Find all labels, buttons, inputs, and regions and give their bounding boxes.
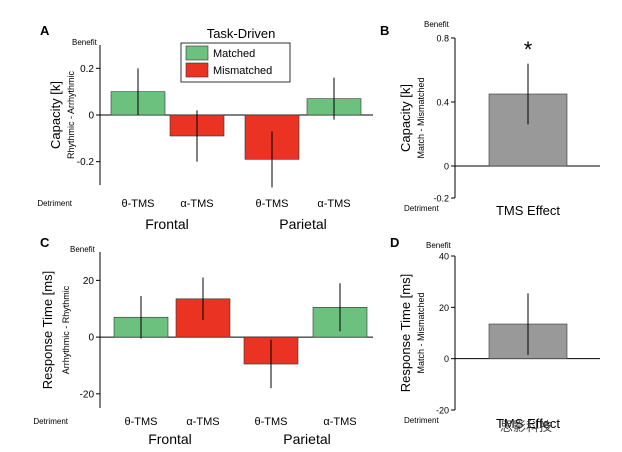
y-tick-label: -0.2 (433, 194, 449, 204)
category-label: α-TMS (317, 198, 350, 210)
category-label: α-TMS (180, 198, 213, 210)
legend-title: Task-Driven (207, 26, 276, 41)
category-label: TMS Effect (496, 416, 560, 431)
group-label: Parietal (279, 216, 326, 232)
panel-letter: A (40, 23, 50, 38)
panel-letter: D (390, 235, 399, 250)
y-tick-label: 0.4 (436, 98, 449, 108)
y-tick-label: 0.8 (436, 34, 449, 44)
y-tick-label: -20 (436, 406, 449, 416)
y-axis-title: Capacity [k] (398, 84, 413, 152)
watermark: 思影科技 (500, 420, 553, 435)
y-tick-label: -20 (80, 389, 95, 400)
category-label: θ-TMS (255, 416, 288, 428)
panel-b: B 0.8 0.4 0 -0.2 Benefit Detriment Capacity [k]… (380, 20, 600, 218)
y-tick-label: 0 (444, 162, 449, 172)
y-tick-label: 20 (439, 303, 449, 313)
category-label: θ-TMS (122, 198, 155, 210)
legend-swatch (185, 45, 209, 61)
category-label: α-TMS (186, 416, 219, 428)
y-axis-subtitle: Arrhythmic - Rhythmic (61, 285, 71, 374)
y-tick-label: 40 (439, 252, 449, 262)
category-label: α-TMS (323, 416, 356, 428)
legend-swatch (185, 62, 209, 78)
panel-letter: B (380, 23, 389, 38)
detriment-label: Detriment (37, 199, 72, 208)
y-tick-label: 0 (444, 354, 449, 364)
legend-item-label: Mismatched (213, 65, 272, 77)
y-axis-subtitle: Match - Mismatched (416, 292, 426, 373)
panel-c: C 20 0 -20 Benefit Detriment Response Time [ms… (33, 235, 373, 447)
legend-item-label: Matched (213, 48, 255, 60)
benefit-label: Benefit (70, 245, 96, 254)
detriment-label: Detriment (33, 417, 68, 426)
benefit-label: Benefit (424, 20, 450, 29)
y-axis-subtitle: Match - Mismatched (416, 77, 426, 158)
panel-d: D 40 20 0 -20 Benefit Detriment Response Time [… (390, 235, 600, 431)
detriment-label: Detriment (404, 416, 439, 425)
y-axis-title: Capacity [k] (48, 81, 63, 149)
benefit-label: Benefit (426, 241, 452, 250)
category-label: θ-TMS (125, 416, 158, 428)
significance-star: * (524, 37, 533, 62)
y-axis-subtitle: Rhythmic - Arrhythmic (66, 70, 76, 159)
group-label: Frontal (145, 216, 189, 232)
category-label: θ-TMS (256, 198, 289, 210)
y-tick-label: 0 (88, 111, 94, 122)
group-label: Parietal (283, 431, 330, 447)
y-axis-title: Response Time [ms] (40, 271, 55, 390)
y-tick-label: 0.2 (80, 64, 94, 75)
category-label: TMS Effect (496, 203, 560, 218)
detriment-label: Detriment (404, 204, 439, 213)
y-axis-title: Response Time [ms] (398, 274, 413, 393)
legend: Task-Driven Matched Mismatched (180, 26, 291, 83)
group-label: Frontal (148, 431, 192, 447)
y-tick-label: -0.2 (77, 157, 95, 168)
y-tick-label: 20 (83, 276, 95, 287)
y-tick-label: 0 (88, 333, 94, 344)
benefit-label: Benefit (72, 38, 98, 47)
panel-letter: C (40, 235, 50, 250)
panel-a: A 0.2 0 -0.2 Benefit Detriment Capacity [k] Rhy… (37, 23, 373, 232)
